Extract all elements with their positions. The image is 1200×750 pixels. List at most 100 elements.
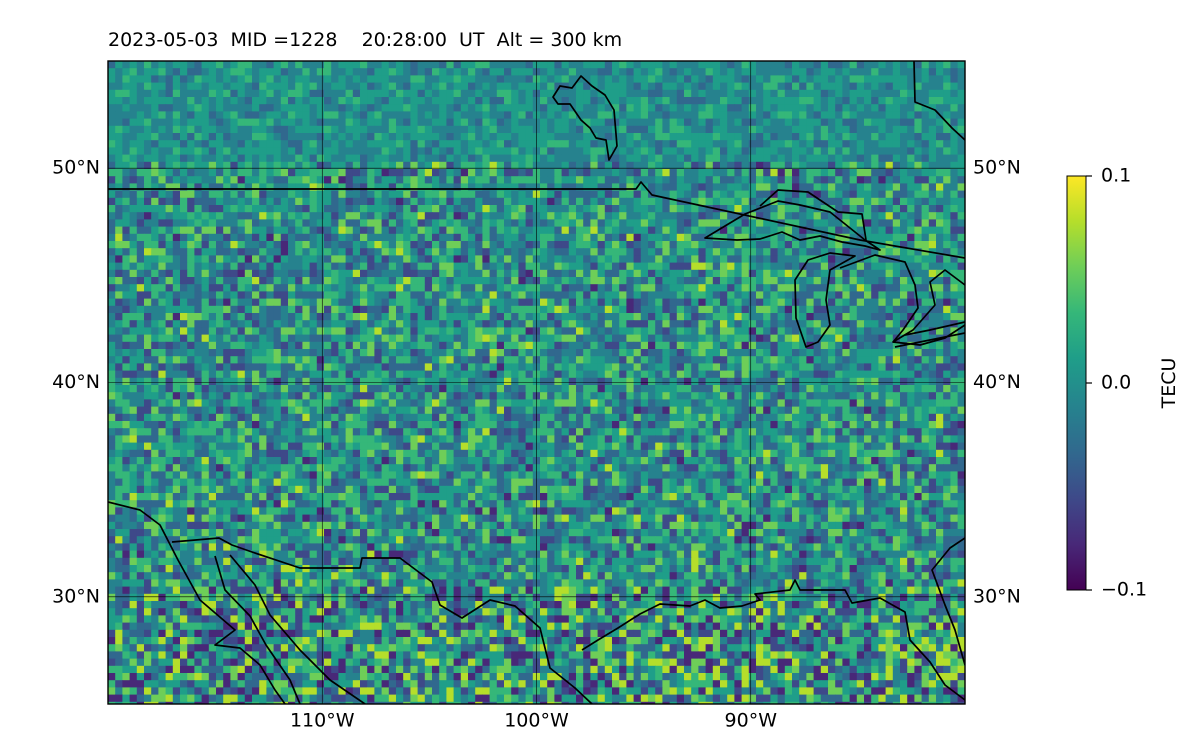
tec-pixel xyxy=(460,327,469,336)
tec-pixel xyxy=(374,97,383,105)
tec-pixel xyxy=(216,205,224,213)
tec-pixel xyxy=(367,320,375,328)
tec-pixel xyxy=(201,219,210,228)
tec-pixel xyxy=(187,82,195,91)
tec-pixel xyxy=(684,111,692,120)
tec-pixel xyxy=(698,284,707,292)
tec-pixel xyxy=(237,97,246,105)
tec-pixel xyxy=(115,298,123,307)
tec-pixel xyxy=(518,169,527,177)
tec-pixel xyxy=(129,75,138,84)
tec-pixel xyxy=(712,111,721,120)
tec-pixel xyxy=(547,226,555,235)
tec-pixel xyxy=(504,118,512,127)
tec-pixel xyxy=(496,147,505,156)
tec-pixel xyxy=(165,61,174,69)
tec-pixel xyxy=(849,169,858,177)
tec-pixel xyxy=(864,104,872,112)
tec-pixel xyxy=(144,284,152,292)
tec-pixel xyxy=(446,341,455,350)
tec-pixel xyxy=(108,147,116,156)
tec-pixel xyxy=(496,75,505,84)
tec-pixel xyxy=(172,190,181,199)
tec-pixel xyxy=(525,341,534,350)
tec-pixel xyxy=(705,334,714,343)
tec-pixel xyxy=(518,82,527,91)
tec-pixel xyxy=(957,255,965,264)
tec-pixel xyxy=(871,197,879,206)
tec-pixel xyxy=(223,104,231,112)
tec-pixel xyxy=(144,334,152,343)
tec-pixel xyxy=(748,97,757,105)
tec-pixel xyxy=(352,89,361,98)
tec-pixel xyxy=(907,284,915,292)
tec-pixel xyxy=(460,104,469,112)
tec-pixel xyxy=(885,219,894,228)
tec-pixel xyxy=(489,68,498,76)
tec-pixel xyxy=(266,190,275,199)
tec-pixel xyxy=(208,140,217,148)
tec-pixel xyxy=(856,190,865,199)
tec-pixel xyxy=(900,305,908,314)
tec-pixel xyxy=(367,140,375,148)
tec-pixel xyxy=(871,219,879,228)
tec-pixel xyxy=(597,262,606,271)
tec-pixel xyxy=(892,233,901,242)
tec-pixel xyxy=(914,241,923,249)
tec-pixel xyxy=(691,233,699,242)
tec-pixel xyxy=(417,104,426,112)
tec-pixel xyxy=(950,248,959,256)
tec-pixel xyxy=(223,190,231,199)
tec-pixel xyxy=(396,248,404,256)
tec-pixel xyxy=(280,320,289,328)
tec-pixel xyxy=(770,89,779,98)
tec-pixel xyxy=(280,111,289,120)
tec-pixel xyxy=(273,212,282,220)
tec-pixel xyxy=(633,176,642,184)
tec-pixel xyxy=(316,104,325,112)
tec-pixel xyxy=(777,233,786,242)
tec-pixel xyxy=(820,262,829,271)
tec-pixel xyxy=(338,118,347,127)
tec-pixel xyxy=(763,75,771,84)
tec-pixel xyxy=(856,183,865,192)
tec-pixel xyxy=(763,68,771,76)
tec-pixel xyxy=(712,140,721,148)
tec-pixel xyxy=(842,176,851,184)
tec-pixel xyxy=(180,97,188,105)
tec-pixel xyxy=(396,89,404,98)
tec-pixel xyxy=(309,133,318,141)
tec-pixel xyxy=(511,320,519,328)
tec-pixel xyxy=(784,190,793,199)
tec-pixel xyxy=(367,226,375,235)
tec-pixel xyxy=(324,212,332,220)
tec-pixel xyxy=(957,320,965,328)
tec-pixel xyxy=(720,154,728,163)
tec-pixel xyxy=(403,349,411,357)
tec-pixel xyxy=(720,241,728,249)
tec-pixel xyxy=(352,320,361,328)
tec-pixel xyxy=(288,169,296,177)
tec-pixel xyxy=(165,140,174,148)
tec-pixel xyxy=(432,190,440,199)
tec-pixel xyxy=(950,197,959,206)
tec-pixel xyxy=(597,133,606,141)
tec-pixel xyxy=(619,284,627,292)
tec-pixel xyxy=(763,334,771,343)
tec-pixel xyxy=(230,104,239,112)
tec-pixel xyxy=(964,147,965,156)
tec-pixel xyxy=(489,313,498,321)
tec-pixel xyxy=(612,241,620,249)
tec-pixel xyxy=(770,233,779,242)
tec-pixel xyxy=(648,284,656,292)
tec-pixel xyxy=(633,219,642,228)
tec-pixel xyxy=(712,197,721,206)
tec-pixel xyxy=(374,68,383,76)
tec-pixel xyxy=(727,61,735,69)
tec-pixel xyxy=(252,349,260,357)
tec-pixel xyxy=(360,219,368,228)
tec-pixel xyxy=(864,241,872,249)
tec-pixel xyxy=(849,82,858,91)
tec-pixel xyxy=(691,154,699,163)
tec-pixel xyxy=(928,111,937,120)
